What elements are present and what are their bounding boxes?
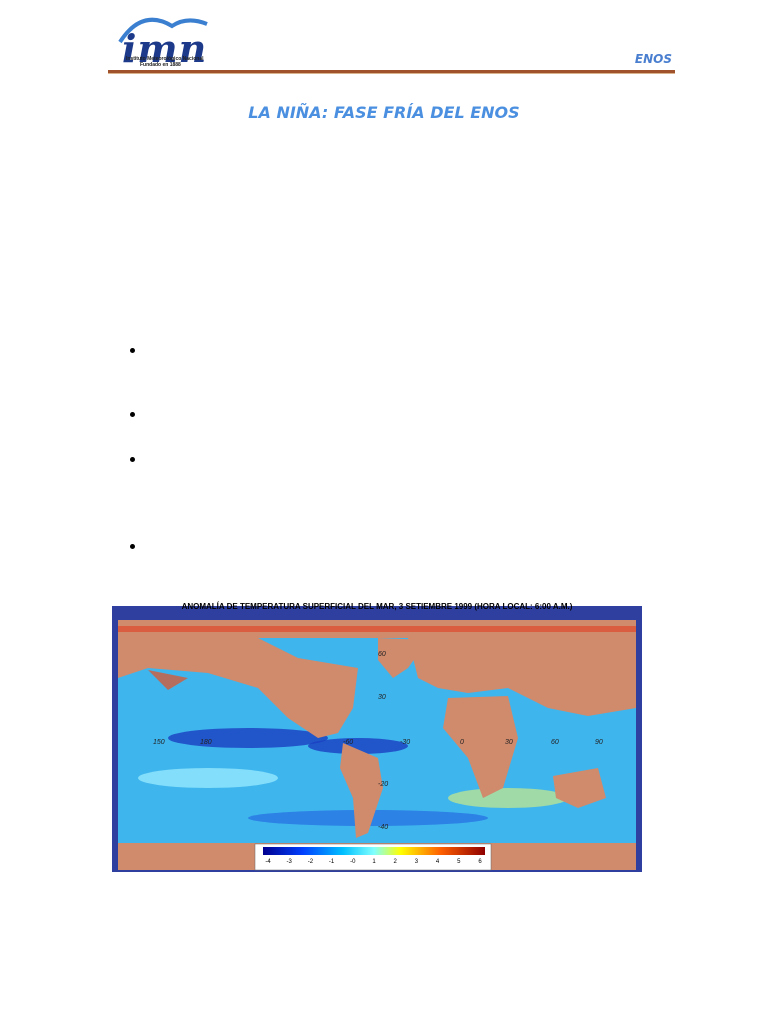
colorbar-label: 5 bbox=[457, 859, 461, 865]
section-label: ENOS bbox=[634, 52, 672, 66]
bullet bbox=[130, 457, 135, 462]
colorbar-label: 4 bbox=[436, 859, 440, 865]
colorbar bbox=[263, 847, 485, 855]
colorbar-label: 3 bbox=[415, 859, 419, 865]
lat-label: -20 bbox=[378, 781, 388, 788]
logo: imn Instituto Meteorológico Nacional Fun… bbox=[112, 12, 222, 72]
page-title: LA NIÑA: FASE FRÍA DEL ENOS bbox=[248, 103, 520, 122]
lon-label: -60 bbox=[343, 739, 353, 746]
lat-label: -40 bbox=[378, 824, 388, 831]
colorbar-label: 1 bbox=[372, 859, 376, 865]
bullet bbox=[130, 544, 135, 549]
lon-label: 90 bbox=[595, 739, 603, 746]
colorbar-label: 6 bbox=[478, 859, 482, 865]
lon-label: 30 bbox=[505, 739, 513, 746]
lon-label: -30 bbox=[400, 739, 410, 746]
sst-map: ANOMALÍA DE TEMPERATURA SUPERFICIAL DEL … bbox=[108, 598, 646, 876]
logo-line: Instituto Meteorológico Nacional bbox=[126, 56, 204, 62]
lon-label: 180 bbox=[200, 739, 212, 746]
lon-label: 0 bbox=[460, 739, 464, 746]
colorbar-label: -3 bbox=[287, 859, 293, 865]
colorbar-label: -1 bbox=[329, 859, 335, 865]
bullet bbox=[130, 348, 135, 353]
logo-text: imn bbox=[122, 26, 208, 71]
colorbar-label: -4 bbox=[265, 859, 271, 865]
logo-swoosh bbox=[118, 17, 208, 44]
header-rule bbox=[108, 70, 675, 74]
lat-label: 30 bbox=[378, 694, 386, 701]
colorbar-label: 2 bbox=[394, 859, 398, 865]
colorbar-label: -2 bbox=[308, 859, 314, 865]
logo-line: Fundado en 1888 bbox=[140, 62, 181, 68]
colorbar-label: -0 bbox=[350, 859, 356, 865]
bullet bbox=[130, 412, 135, 417]
figure-title: ANOMALÍA DE TEMPERATURA SUPERFICIAL DEL … bbox=[182, 602, 573, 611]
lat-label: 60 bbox=[378, 651, 386, 658]
lon-label: 150 bbox=[153, 739, 165, 746]
lon-label: 60 bbox=[551, 739, 559, 746]
